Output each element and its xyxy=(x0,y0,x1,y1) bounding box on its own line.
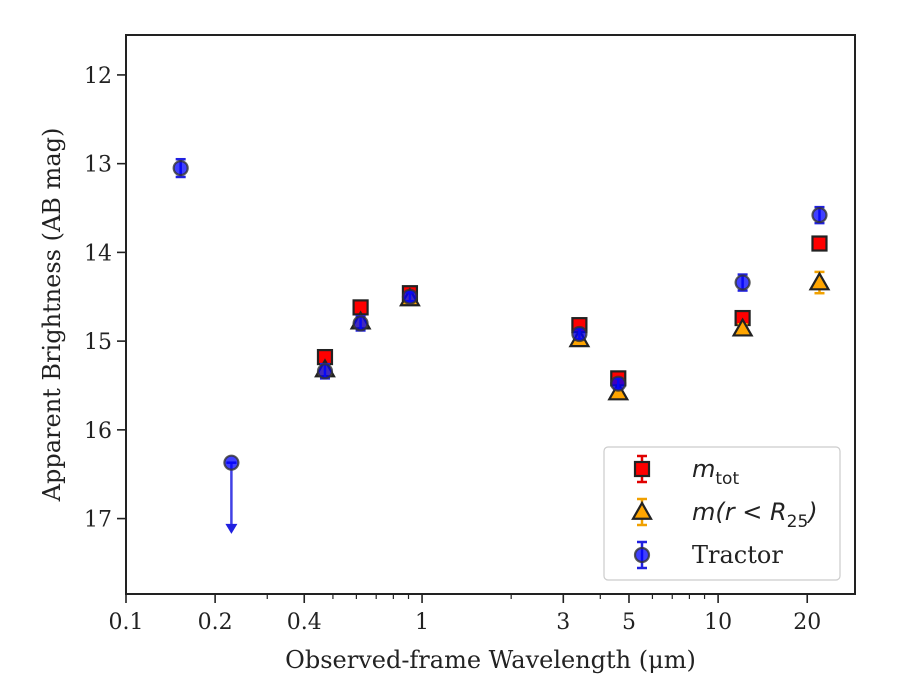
data-point xyxy=(316,363,334,380)
y-tick-label: 12 xyxy=(84,64,112,89)
legend-label-sub: 25 xyxy=(787,512,809,532)
x-axis: 0.1 0.2 0.4 1 3 5 10 20 xyxy=(109,594,821,635)
x-tick-label: 1 xyxy=(415,610,429,635)
data-point xyxy=(223,454,240,471)
legend-marker xyxy=(631,500,653,520)
data-point xyxy=(811,207,828,224)
legend-box xyxy=(603,446,841,581)
y-tick-label: 14 xyxy=(84,241,112,266)
x-tick-label: 10 xyxy=(704,610,732,635)
y-axis-label: Apparent Brightness (AB mag) xyxy=(38,128,66,503)
data-point xyxy=(401,288,419,305)
legend-item: Tractor xyxy=(633,540,783,570)
legend-label: mtot xyxy=(692,455,739,489)
data-point xyxy=(571,325,588,343)
data-point xyxy=(731,317,754,337)
x-axis-label: Observed-frame Wavelength (μm) xyxy=(285,646,696,674)
data-point xyxy=(808,271,831,291)
legend-label-sub: tot xyxy=(715,469,739,489)
y-axis: 12 13 14 15 16 17 xyxy=(84,64,126,533)
legend-marker xyxy=(633,460,651,478)
legend-item: mtot xyxy=(633,454,739,489)
legend-item: m(r < R25) xyxy=(631,497,818,532)
legend-marker xyxy=(633,546,651,564)
legend-label-main: m xyxy=(692,455,715,483)
upper-limit-arrowhead xyxy=(225,523,238,534)
legend-label: Tractor xyxy=(692,541,783,569)
data-point xyxy=(734,274,751,291)
x-tick-label: 5 xyxy=(622,610,636,635)
data-point xyxy=(352,315,369,332)
data-point xyxy=(610,375,627,392)
legend-label: m(r < R25) xyxy=(692,498,818,532)
data-point xyxy=(172,159,189,177)
y-tick-label: 16 xyxy=(84,419,112,444)
legend-label-tail: ) xyxy=(806,498,817,526)
x-tick-label: 0.1 xyxy=(109,610,144,635)
plot-area xyxy=(172,157,831,534)
data-point xyxy=(811,235,828,252)
x-tick-label: 0.2 xyxy=(198,610,233,635)
x-tick-label: 20 xyxy=(793,610,821,635)
y-tick-label: 17 xyxy=(84,508,112,533)
series-circle xyxy=(172,157,828,534)
y-tick-label: 13 xyxy=(84,153,112,178)
legend-label-main: m(r < R xyxy=(692,498,787,526)
x-tick-label: 3 xyxy=(556,610,570,635)
plot-frame xyxy=(125,34,856,595)
legend: mtot m(r < R25) Tractor xyxy=(603,446,841,581)
x-tick-label: 0.4 xyxy=(287,610,322,635)
y-tick-label: 15 xyxy=(84,330,112,355)
